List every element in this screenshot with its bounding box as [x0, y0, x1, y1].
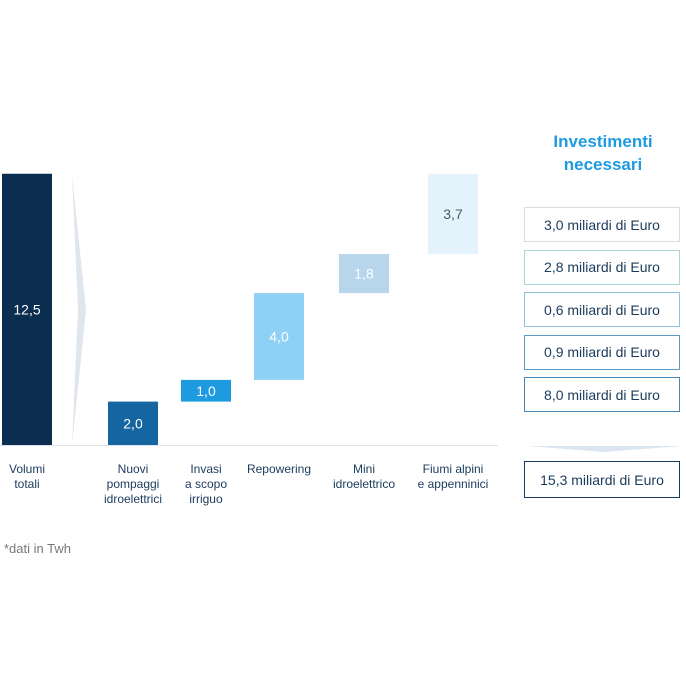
bar — [108, 401, 158, 445]
x-tick-label: Volumi totali — [8, 462, 46, 491]
investment-box: 2,8 miliardi di Euro — [524, 249, 680, 285]
bar — [428, 173, 478, 255]
x-tick-label: Invasi a scopo irriguo — [184, 462, 228, 506]
x-tick-label: Fiumi alpini e appenninici — [417, 462, 489, 491]
bar — [339, 254, 389, 294]
x-tick-label: Mini idroelettrico — [332, 462, 396, 491]
investment-box: 0,9 miliardi di Euro — [524, 334, 680, 370]
value-label: 3,7 — [443, 206, 463, 222]
investment-box: 8,0 miliardi di Euro — [524, 377, 680, 412]
footnote: *dati in Twh — [4, 541, 71, 556]
value-label: 4,0 — [269, 329, 289, 345]
arrow — [527, 446, 682, 452]
value-label: 12,5 — [13, 301, 40, 317]
x-tick-label: Repowering — [246, 462, 312, 476]
bar — [254, 293, 304, 380]
value-label: 2,0 — [123, 415, 143, 431]
value-label: 1,0 — [196, 383, 216, 399]
investment-box: 3,0 miliardi di Euro — [524, 207, 680, 242]
value-label: 1,8 — [354, 266, 374, 282]
bar — [2, 173, 52, 445]
bar — [181, 379, 231, 402]
investments-title: Investimenti necessari — [553, 132, 653, 174]
x-tick-label: Nuovi pompaggi idroelettrici — [103, 462, 163, 506]
investment-total: 15,3 miliardi di Euro — [524, 461, 680, 498]
arrow — [72, 174, 86, 445]
investment-box: 0,6 miliardi di Euro — [524, 292, 680, 327]
